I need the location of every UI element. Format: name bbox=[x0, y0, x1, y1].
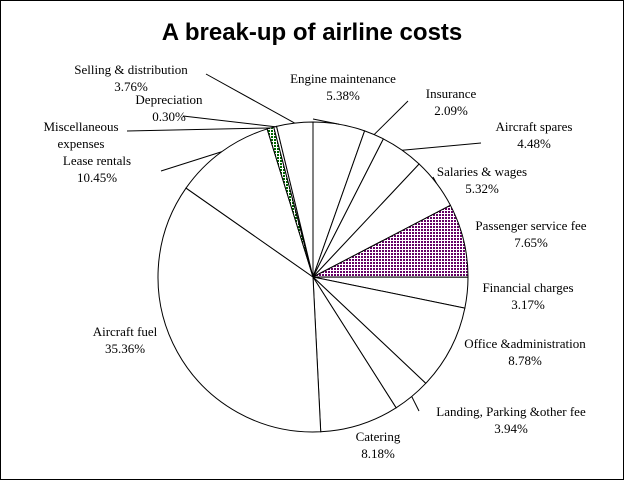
chart-title: A break-up of airline costs bbox=[161, 19, 463, 46]
pie-slice-lease-rentals bbox=[185, 128, 314, 279]
pie-slice-aircraft-fuel bbox=[157, 187, 322, 433]
slice-label-office-administration: Office &administration 8.78% bbox=[464, 336, 586, 368]
slice-label-aircraft-spares: Aircraft spares 4.48% bbox=[496, 119, 573, 151]
slice-label-salaries-wages: Salaries & wages 5.32% bbox=[437, 164, 527, 196]
slice-label-financial-charges: Financial charges 3.17% bbox=[482, 280, 573, 312]
slice-label-catering: Catering 8.18% bbox=[356, 429, 401, 461]
leader-line-selling-distribution bbox=[205, 73, 295, 124]
leader-line-lease-rentals bbox=[160, 151, 222, 172]
slice-label-landing-parking-other-fee: Landing, Parking &other fee 3.94% bbox=[436, 404, 586, 436]
leader-line-depreciation bbox=[182, 115, 276, 128]
slice-label-selling-distribution: Selling & distribution 3.76% bbox=[74, 62, 188, 94]
pie-slice-office-administration bbox=[311, 276, 466, 385]
slice-label-lease-rentals: Lease rentals 10.45% bbox=[63, 153, 131, 185]
leader-line-salaries-wages bbox=[432, 176, 437, 184]
slice-label-insurance: Insurance 2.09% bbox=[426, 86, 477, 118]
leader-line-landing-parking-other-fee bbox=[411, 396, 420, 412]
leader-line-miscellaneous-expenses bbox=[126, 127, 271, 132]
slice-label-aircraft-fuel: Aircraft fuel 35.36% bbox=[93, 324, 158, 356]
slice-label-miscellaneous-expenses: Miscellaneous expenses bbox=[43, 119, 118, 151]
slice-label-engine-maintenance: Engine maintenance 5.38% bbox=[290, 71, 396, 103]
leader-line-insurance bbox=[373, 100, 409, 135]
slice-label-passenger-service-fee: Passenger service fee 7.65% bbox=[475, 218, 586, 250]
leader-line-engine-maintenance bbox=[312, 118, 340, 125]
slice-label-depreciation: Depreciation 0.30% bbox=[135, 92, 203, 124]
leader-line-aircraft-spares bbox=[402, 142, 482, 151]
